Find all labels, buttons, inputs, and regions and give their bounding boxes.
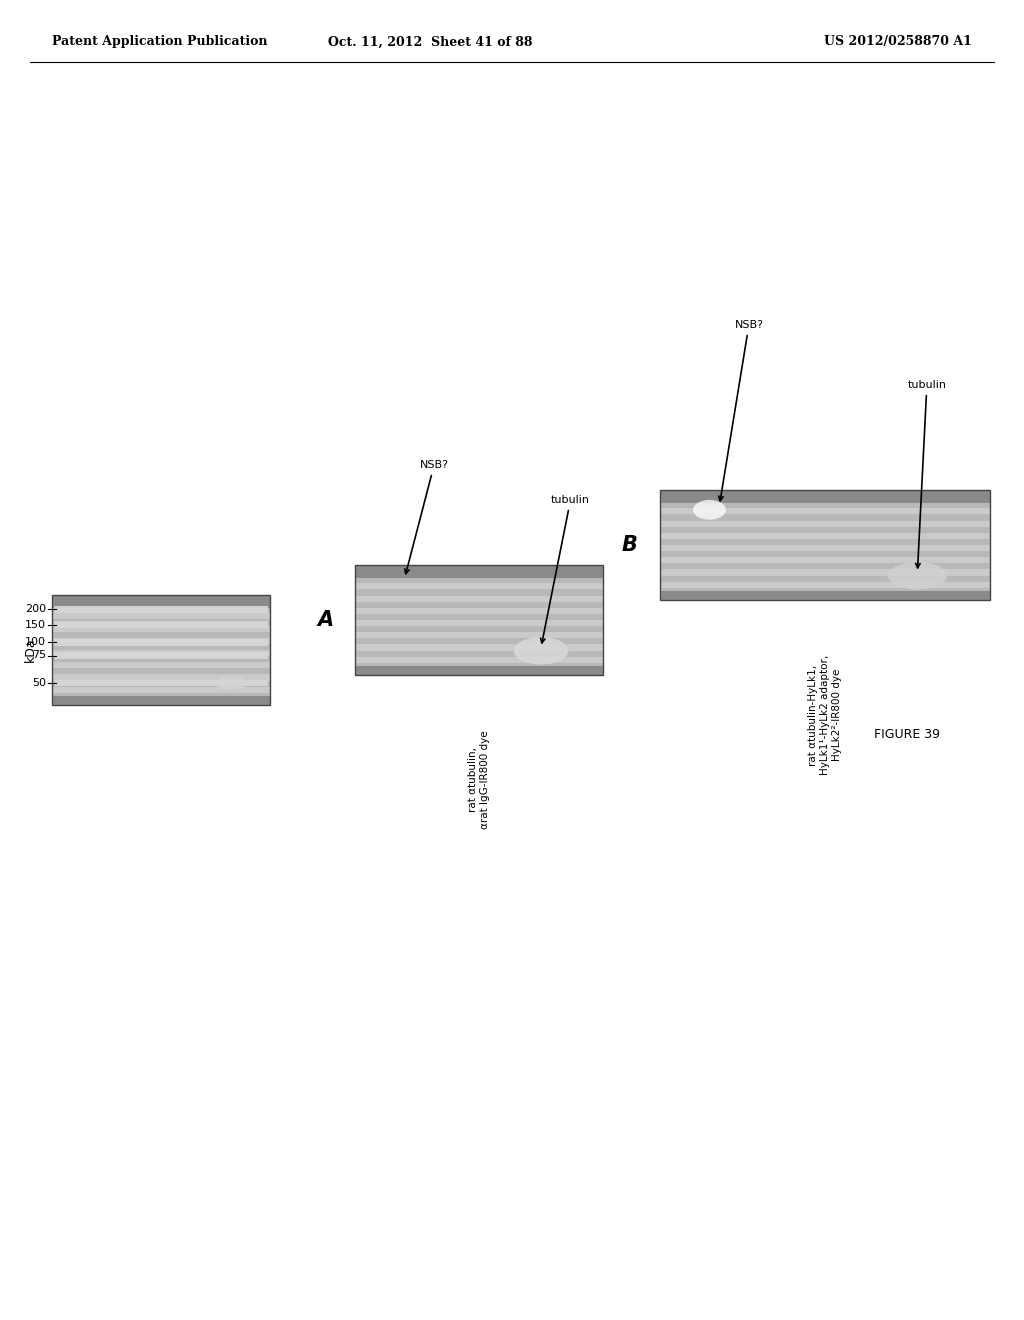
Bar — [52, 601, 270, 607]
Bar — [355, 663, 603, 669]
Bar — [52, 626, 270, 632]
Text: 100: 100 — [25, 638, 46, 647]
Bar — [52, 681, 270, 686]
Bar — [355, 565, 603, 578]
Text: B: B — [622, 535, 638, 554]
Bar — [52, 595, 270, 705]
Bar — [355, 572, 603, 577]
Text: rat αtubulin-HyLk1,
HyLk1¹-HyLk2 adaptor,
HyLk2²-IR800 dye: rat αtubulin-HyLk1, HyLk1¹-HyLk2 adaptor… — [808, 655, 842, 775]
Bar — [660, 576, 990, 582]
Bar — [355, 614, 603, 620]
Bar — [660, 533, 990, 539]
Bar — [52, 696, 270, 705]
Text: 150: 150 — [25, 619, 46, 630]
Bar — [52, 595, 270, 609]
Text: NSB?: NSB? — [719, 319, 764, 500]
Text: tubulin: tubulin — [907, 380, 946, 568]
Bar — [355, 590, 603, 595]
Text: Oct. 11, 2012  Sheet 41 of 88: Oct. 11, 2012 Sheet 41 of 88 — [328, 36, 532, 49]
Bar — [52, 595, 270, 705]
Bar — [660, 591, 990, 601]
Bar — [52, 614, 270, 619]
Bar — [660, 587, 990, 594]
Bar — [355, 583, 603, 590]
Text: FIGURE 39: FIGURE 39 — [874, 729, 940, 742]
Bar — [355, 607, 603, 614]
Bar — [52, 607, 270, 614]
Text: NSB?: NSB? — [404, 459, 449, 574]
Bar — [355, 626, 603, 632]
Bar — [355, 595, 603, 602]
Bar — [355, 565, 603, 675]
Bar — [660, 594, 990, 601]
Bar — [52, 668, 270, 675]
Bar — [355, 632, 603, 639]
Text: 200: 200 — [25, 605, 46, 614]
Bar — [660, 496, 990, 502]
Bar — [52, 649, 270, 656]
Bar — [355, 565, 603, 572]
Bar — [54, 652, 268, 659]
Text: A: A — [317, 610, 333, 630]
Text: Patent Application Publication: Patent Application Publication — [52, 36, 267, 49]
Bar — [355, 667, 603, 675]
Bar — [660, 490, 990, 601]
Text: 75: 75 — [32, 651, 46, 660]
Text: US 2012/0258870 A1: US 2012/0258870 A1 — [824, 36, 972, 49]
Bar — [660, 545, 990, 552]
Bar — [660, 582, 990, 587]
Bar — [52, 656, 270, 663]
Bar — [660, 564, 990, 569]
Bar — [52, 638, 270, 644]
Bar — [660, 515, 990, 520]
Bar — [52, 675, 270, 681]
Bar — [355, 656, 603, 663]
Bar — [660, 490, 990, 503]
Ellipse shape — [693, 500, 726, 520]
Bar — [52, 698, 270, 705]
Bar — [52, 663, 270, 668]
Bar — [355, 639, 603, 644]
Bar — [355, 602, 603, 607]
Bar — [660, 539, 990, 545]
Bar — [54, 606, 268, 612]
Bar — [355, 651, 603, 656]
Bar — [660, 557, 990, 564]
Bar — [660, 490, 990, 601]
Ellipse shape — [214, 676, 247, 689]
Bar — [355, 669, 603, 675]
Bar — [52, 686, 270, 693]
Ellipse shape — [888, 562, 947, 590]
Bar — [660, 569, 990, 576]
Bar — [355, 620, 603, 626]
Bar — [54, 680, 268, 686]
Bar — [52, 632, 270, 638]
Text: tubulin: tubulin — [541, 495, 590, 643]
Ellipse shape — [514, 638, 568, 664]
Bar — [355, 565, 603, 675]
Bar — [52, 693, 270, 698]
Bar — [355, 577, 603, 583]
Bar — [660, 502, 990, 508]
Bar — [355, 644, 603, 651]
Bar — [660, 508, 990, 515]
Bar — [52, 644, 270, 649]
Bar — [660, 552, 990, 557]
Bar — [660, 490, 990, 496]
Bar — [54, 639, 268, 645]
Bar — [660, 527, 990, 533]
Bar — [660, 520, 990, 527]
Text: 50: 50 — [32, 678, 46, 688]
Text: kDa: kDa — [24, 638, 37, 663]
Text: rat αtubulin,
αrat IgG-IR800 dye: rat αtubulin, αrat IgG-IR800 dye — [468, 730, 489, 829]
Bar — [54, 622, 268, 628]
Bar — [52, 595, 270, 601]
Bar — [52, 619, 270, 626]
